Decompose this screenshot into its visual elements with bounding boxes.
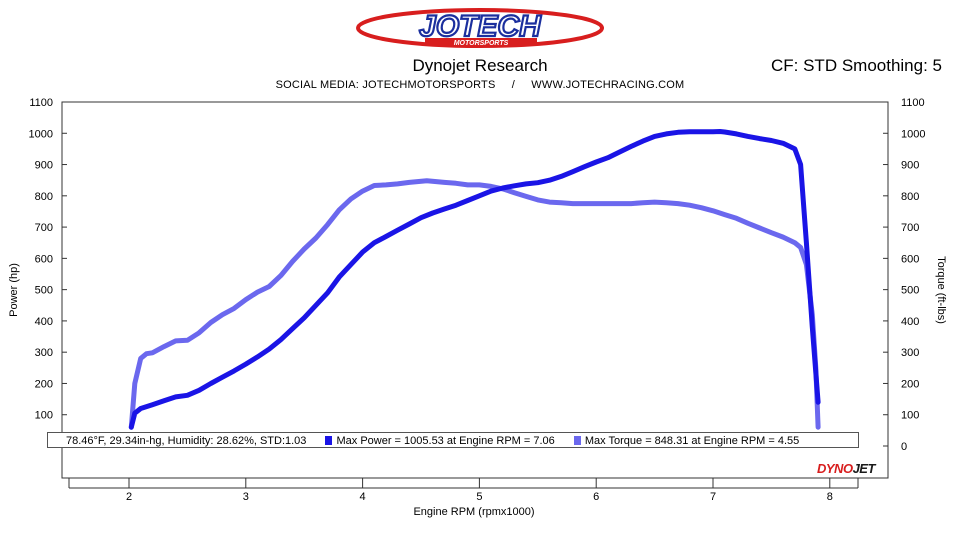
y2-tick-label-700: 700 [901, 222, 919, 234]
rpm-axis: 2 3 4 5 6 7 8 [126, 478, 833, 503]
y2-tick-label-400: 400 [901, 316, 919, 328]
dynojet-watermark: DYNOJET [817, 461, 875, 476]
x-tick-label-2: 2 [126, 491, 132, 503]
series-lines [128, 129, 821, 430]
power-legend-swatch [325, 436, 333, 445]
y2-tick-label-800: 800 [901, 191, 919, 203]
x-tick-label-5: 5 [476, 491, 482, 503]
conditions-text: 78.46°F, 29.34in-hg, Humidity: 28.62%, S… [66, 435, 307, 447]
x-tick-label-7: 7 [710, 491, 716, 503]
y-tick-label-1000: 1000 [29, 128, 53, 140]
run-info-box: 78.46°F, 29.34in-hg, Humidity: 28.62%, S… [47, 432, 859, 448]
y-tick-label-800: 800 [35, 191, 53, 203]
x-tick-label-4: 4 [360, 491, 366, 503]
series-line-torque [128, 178, 821, 430]
plot-border [61, 101, 889, 479]
x-tick-label-6: 6 [593, 491, 599, 503]
y2-tick-label-100: 100 [901, 410, 919, 422]
y2-tick-label-500: 500 [901, 285, 919, 297]
torque-axis: 0 100 200 300 400 500 600 700 800 900 1000 1100 [883, 97, 925, 453]
x-tick-label-8: 8 [827, 491, 833, 503]
x-axis-label: Engine RPM (rpmx1000) [413, 506, 534, 518]
jotech-logo: JOTECH MOTORSPORTS [355, 6, 605, 50]
y-tick-label-600: 600 [35, 253, 53, 265]
y-axis-label: Power (hp) [8, 263, 20, 317]
y-tick-label-500: 500 [35, 285, 53, 297]
y-tick-label-900: 900 [35, 160, 53, 172]
y2-tick-label-600: 600 [901, 253, 919, 265]
series-line-power [128, 129, 821, 430]
logo-subtext: MOTORSPORTS [454, 40, 509, 47]
watermark-part1: DYNO [817, 461, 853, 476]
y2-tick-label-1100: 1100 [901, 97, 925, 109]
y-tick-label-400: 400 [35, 316, 53, 328]
y2-tick-label-300: 300 [901, 347, 919, 359]
y2-tick-label-900: 900 [901, 160, 919, 172]
plot-frame [61, 101, 889, 489]
x-tick-label-3: 3 [243, 491, 249, 503]
watermark-part2: JET [852, 461, 876, 476]
y-tick-label-700: 700 [35, 222, 53, 234]
y2-tick-label-200: 200 [901, 378, 919, 390]
chart-subtitle: SOCIAL MEDIA: JOTECHMOTORSPORTS / WWW.JO… [275, 79, 685, 91]
y2-tick-label-1000: 1000 [901, 128, 925, 140]
power-axis: 100 200 300 400 500 600 700 800 900 1000 1100 [29, 97, 67, 422]
chart-title: Dynojet Research [412, 56, 548, 75]
y2-tick-label-0: 0 [901, 441, 907, 453]
y-tick-label-200: 200 [35, 378, 53, 390]
y-tick-label-1100: 1100 [29, 97, 53, 109]
correction-factor-label: CF: STD Smoothing: 5 [770, 56, 942, 75]
max-power-text: Max Power = 1005.53 at Engine RPM = 7.06 [336, 435, 555, 447]
y-tick-label-300: 300 [35, 347, 53, 359]
max-torque-text: Max Torque = 848.31 at Engine RPM = 4.55 [584, 435, 800, 447]
torque-legend-swatch [573, 436, 581, 445]
y-tick-label-100: 100 [35, 410, 53, 422]
y2-axis-label: Torque (ft-lbs) [935, 256, 947, 324]
